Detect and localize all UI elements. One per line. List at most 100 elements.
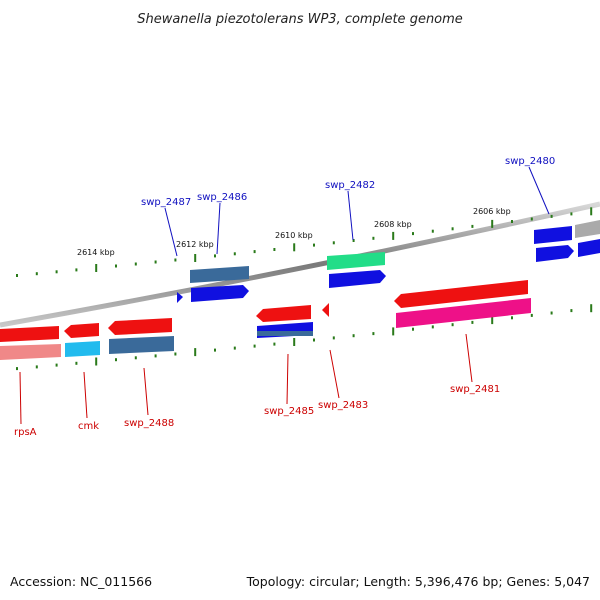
gene-label-swp-2485[interactable]: swp_2485: [264, 406, 314, 417]
gene-swp-2486-cds[interactable]: [190, 266, 249, 283]
gene-label-swp-2481[interactable]: swp_2481: [450, 384, 500, 395]
scale-tick: [332, 241, 335, 245]
genome-backbone: [0, 201, 600, 328]
scale-tick: [471, 224, 474, 228]
map-title: Shewanella piezotolerans WP3, complete g…: [137, 12, 463, 27]
scale-tick: [471, 320, 474, 324]
scale-tick: [35, 365, 38, 369]
scale-tick: [590, 304, 593, 313]
gene-swp-2482-cds[interactable]: [327, 252, 385, 270]
scale-tick: [35, 272, 38, 276]
gene-swp-2480-cds[interactable]: [534, 226, 572, 244]
scale-tick: [491, 316, 494, 325]
scale-tick: [233, 252, 236, 256]
gene-label-swp-2486[interactable]: swp_2486: [197, 192, 247, 203]
scale-tick: [194, 254, 197, 262]
scale-tick: [273, 248, 276, 251]
scale-tick: [491, 219, 494, 228]
scale-tick: [95, 264, 98, 272]
scale-tick: [570, 309, 573, 313]
scale-tick: [392, 231, 395, 240]
scale-tick: [75, 268, 78, 272]
scale-tick: [16, 367, 18, 371]
scale-tick: [154, 260, 157, 264]
scale-tick: [451, 227, 454, 231]
scale-tick: [174, 352, 177, 356]
scale-tick: [95, 357, 98, 366]
gene-label-cmk[interactable]: cmk: [78, 421, 99, 432]
gene-swp-2480[interactable]: [536, 245, 574, 262]
gene-swp-2488[interactable]: [108, 318, 172, 335]
gene-label-swp-2488[interactable]: swp_2488: [124, 418, 174, 429]
gene-rpsA-cds[interactable]: [0, 344, 61, 360]
scale-label: 2610 kbp: [275, 231, 313, 240]
gene-label-rpsA[interactable]: rpsA: [14, 427, 37, 438]
scale-tick: [332, 336, 335, 340]
scale-tick: [550, 214, 553, 218]
scale-label: 2614 kbp: [77, 248, 115, 257]
scale-tick: [352, 334, 355, 338]
gene-swp-2487[interactable]: [177, 292, 183, 303]
scale-tick: [530, 313, 533, 317]
gene-partial-blue[interactable]: [578, 239, 600, 257]
scale-tick: [511, 316, 513, 320]
scale-tick: [253, 250, 256, 254]
scale-tick: [590, 207, 593, 216]
gene-swp-2481-cds[interactable]: [396, 298, 531, 328]
scale-tick: [194, 348, 197, 357]
gene-partial-grey[interactable]: [575, 220, 600, 238]
scale-tick: [431, 325, 434, 329]
gene-swp-2488-cds[interactable]: [109, 336, 174, 354]
scale-tick: [154, 354, 157, 358]
scale-tick: [412, 232, 414, 236]
leader-lines: [19, 166, 550, 425]
scale-tick: [75, 361, 78, 365]
scale-tick: [214, 348, 216, 352]
gene-swp-2482[interactable]: [329, 270, 386, 288]
gene-label-swp-2483[interactable]: swp_2483: [318, 400, 368, 411]
scale-tick: [115, 358, 117, 362]
forward-scale-ticks: [16, 207, 593, 277]
scale-label: 2606 kbp: [473, 207, 511, 216]
scale-tick: [412, 327, 414, 331]
scale-tick: [293, 338, 296, 346]
scale-tick: [431, 229, 434, 233]
scale-tick: [451, 323, 454, 327]
gene-label-swp-2480[interactable]: swp_2480: [505, 156, 555, 167]
scale-tick: [174, 258, 177, 262]
scale-tick: [55, 270, 58, 274]
gene-label-swp-2487[interactable]: swp_2487: [141, 197, 191, 208]
scale-label: 2608 kbp: [374, 220, 412, 229]
scale-tick: [214, 254, 216, 258]
scale-tick: [115, 264, 117, 268]
gene-cmk-cds[interactable]: [65, 341, 100, 357]
scale-tick: [55, 363, 58, 367]
gene-label-swp-2482[interactable]: swp_2482: [325, 180, 375, 191]
gene-rpsA[interactable]: [0, 326, 59, 342]
scale-tick: [511, 220, 513, 223]
gene-swp-2483[interactable]: [322, 303, 329, 317]
scale-tick: [233, 346, 236, 350]
scale-tick: [134, 262, 137, 266]
scale-tick: [530, 217, 533, 221]
gene-swp-2485-cds-band: [257, 331, 313, 336]
gene-swp-2486[interactable]: [191, 285, 249, 302]
scale-tick: [134, 356, 137, 360]
scale-tick: [550, 311, 553, 315]
scale-tick: [570, 212, 573, 216]
scale-tick: [313, 243, 315, 247]
scale-tick: [253, 344, 256, 348]
gene-cmk[interactable]: [64, 323, 99, 338]
gene-swp-2485[interactable]: [256, 305, 311, 322]
scale-tick: [372, 332, 375, 336]
accession-text: Accession: NC_011566: [10, 574, 152, 589]
gene-swp-2481[interactable]: [394, 280, 528, 308]
scale-tick: [313, 338, 315, 342]
scale-tick: [273, 342, 276, 346]
scale-tick: [16, 274, 18, 277]
scale-label: 2612 kbp: [176, 240, 214, 249]
scale-tick: [392, 327, 395, 336]
scale-tick: [372, 236, 375, 240]
reverse-scale-ticks: [16, 304, 593, 371]
